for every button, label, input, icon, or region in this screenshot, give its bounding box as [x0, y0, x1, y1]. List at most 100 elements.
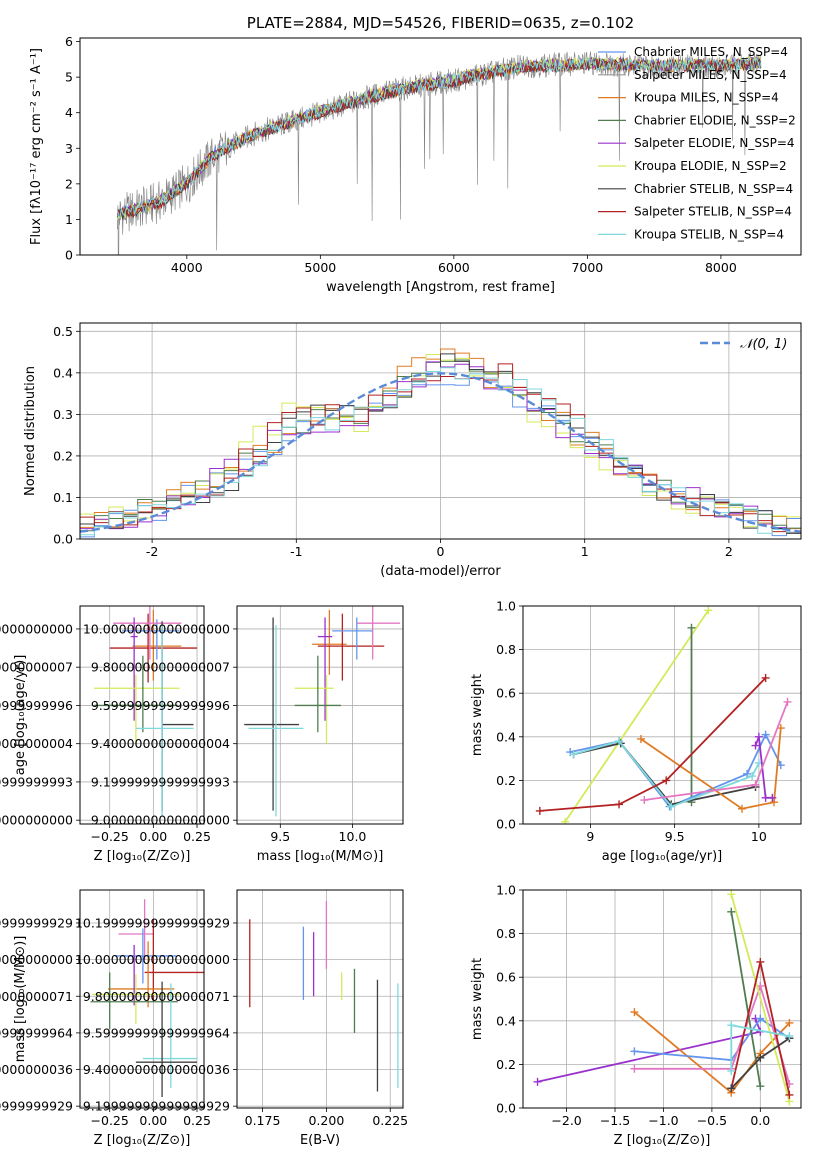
spectrum-xtick-label: 4000: [171, 260, 203, 275]
spectrum-legend: Chabrier MILES, N_SSP=4 Salpeter MILES, N…: [598, 45, 796, 241]
weight-point-marker: [615, 737, 624, 746]
spectrum-ytick-label: 5: [65, 70, 73, 85]
weight-point-marker: [751, 741, 760, 750]
mass_vs_Z-axes: −0.25 0.00 0.25 9.19999999999999929 9.400000…: [0, 889, 211, 1148]
legend-entry: Salpeter STELIB, N_SSP=4: [634, 205, 792, 219]
error-bar-point: [113, 606, 182, 660]
weight-series-line: [573, 742, 756, 806]
weight-point-marker: [785, 1032, 794, 1041]
error-bar-point: [93, 674, 180, 744]
residuals-ytick-label: 0.2: [53, 448, 73, 463]
weight-point-marker: [535, 806, 544, 815]
legend-entry: Chabrier ELODIE, N_SSP=2: [634, 113, 796, 127]
weight-series: [569, 737, 763, 811]
weight_vs_age-frame: [522, 605, 802, 825]
weight-point-marker: [533, 1077, 542, 1086]
age_vs_Z-xtick-label: 0.25: [183, 829, 211, 844]
weight_vs_age-ytick-label: 0.0: [496, 817, 516, 832]
weight-series-line: [640, 728, 782, 810]
weight_vs_age-xtick-label: 9: [586, 829, 594, 844]
weight-point-marker: [756, 957, 765, 966]
weight-point-marker: [687, 623, 696, 632]
weight-series: [751, 732, 777, 802]
mass_vs_Z-ytick-label: 10.00000000000000000: [0, 952, 73, 967]
weight-point-marker: [770, 798, 779, 807]
error-bar-point: [294, 655, 341, 733]
residuals-ytick-label: 0.5: [53, 324, 73, 339]
weight-series-line: [539, 677, 767, 812]
weight_vs_Z-xtick-label: −0.5: [697, 1113, 727, 1128]
weight-point-marker: [727, 907, 736, 916]
age_vs_Z-ytick-label: 10.0000000000000000: [0, 621, 73, 636]
weight-point-marker: [738, 804, 747, 813]
age_vs_mass-ytick-label: 9.4000000000000004: [91, 736, 230, 751]
spectrum-ytick-label: 2: [65, 176, 73, 191]
mass_vs_Z-xtick-label: 0.25: [183, 1113, 211, 1128]
legend-entry: Salpeter MILES, N_SSP=4: [634, 68, 787, 82]
mass_vs_Z-frame: [79, 889, 205, 1109]
age_vs_Z-xtick-label: 0.00: [139, 829, 167, 844]
age_vs_Z-ytick-label: 9.8000000000000007: [0, 660, 73, 675]
spectrum-ytick-label: 4: [65, 105, 73, 120]
weight-point-marker: [748, 772, 757, 781]
spectrum-xtick-label: 5000: [304, 260, 336, 275]
weight-point-marker: [640, 796, 649, 805]
error-bar-point: [332, 617, 373, 660]
error-bar-point: [130, 617, 138, 721]
legend-entry: Kroupa MILES, N_SSP=4: [634, 91, 779, 105]
weight-point-marker: [768, 793, 777, 802]
weight-point-marker: [667, 802, 676, 811]
weight-point-marker: [751, 780, 760, 789]
error-bar-point: [144, 919, 204, 1002]
weight_vs_age-ytick-label: 0.8: [496, 642, 516, 657]
spectrum-xtick-label: 7000: [571, 260, 603, 275]
age_vs_mass-ytick-label: 9.1999999999999993: [91, 774, 230, 789]
age_vs_Z-ytick-label: 9.0000000000000000: [0, 813, 73, 828]
error-bar-point: [109, 613, 198, 683]
weight-point-marker: [754, 732, 763, 741]
weight_vs_Z-ytick-label: 0.4: [496, 1013, 516, 1028]
weight_vs_Z-xtick-label: −1.0: [648, 1113, 678, 1128]
spectrum-frame: [79, 37, 802, 256]
weight-series: [727, 907, 765, 1091]
mass_vs_EBV-ytick-label: 10.00000000000000000: [75, 952, 230, 967]
error-bar-point: [118, 899, 154, 960]
age_vs_mass-plot-area: [237, 606, 403, 824]
error-bar-point: [135, 625, 194, 817]
residuals-ytick-label: 0.3: [53, 407, 73, 422]
mass_vs_Z-ytick-label: 10.19999999999999929: [0, 915, 73, 930]
age_vs_Z-ytick-label: 9.5999999999999996: [0, 698, 73, 713]
weight_vs_age-xtick-label: 9.5: [665, 829, 685, 844]
weight_vs_Z-ytick-label: 0.6: [496, 970, 516, 985]
error-bar-point: [244, 617, 300, 811]
residuals-xtick-label: 1: [581, 544, 589, 559]
weight-point-marker: [630, 1008, 639, 1017]
weight-series-line: [730, 894, 791, 1102]
spectrum-model-line: [117, 57, 762, 220]
weight-point-marker: [630, 1064, 639, 1073]
spectrum-plot-area: [116, 51, 762, 255]
mass_vs_Z-ytick-label: 9.59999999999999964: [0, 1025, 73, 1040]
weight_vs_Z-ytick-label: 0.0: [496, 1101, 516, 1116]
age_vs_mass-ytick-label: 9.0000000000000000: [91, 813, 230, 828]
error-bar-point: [121, 619, 180, 660]
residuals-xlabel: (data-model)/error: [380, 564, 501, 579]
error-bar-point: [312, 609, 347, 675]
weight_vs_Z-ytick-label: 0.2: [496, 1057, 516, 1072]
age_vs_mass-xlabel: mass [log₁₀(M/M⊙)]: [257, 849, 384, 864]
weight-series-line: [564, 609, 710, 823]
mass_vs_Z-xtick-label: −0.25: [91, 1113, 129, 1128]
weight_vs_Z-ylabel: mass weight: [470, 958, 485, 1040]
legend-entry: Chabrier STELIB, N_SSP=4: [634, 182, 793, 196]
weight-series: [640, 697, 792, 805]
spectrum-xlabel: wavelength [Angstrom, rest frame]: [326, 280, 555, 295]
legend-entry: Kroupa ELODIE, N_SSP=2: [634, 159, 787, 173]
weight_vs_age-axes: 9 9.5 10 0.0 0.2 0.4 0.6 0.8 1.0 age [log₁₀(age/y…: [470, 599, 802, 864]
weight_vs_age-ylabel: mass weight: [470, 674, 485, 756]
mass_vs_EBV-ytick-label: 10.19999999999999929: [75, 915, 230, 930]
mass_vs_Z-ytick-label: 9.80000000000000071: [0, 989, 73, 1004]
weight_vs_Z-xtick-label: −2.0: [551, 1113, 581, 1128]
error-bar-point: [90, 972, 178, 1030]
weight-point-marker: [630, 1047, 639, 1056]
error-bar-point: [114, 928, 177, 984]
